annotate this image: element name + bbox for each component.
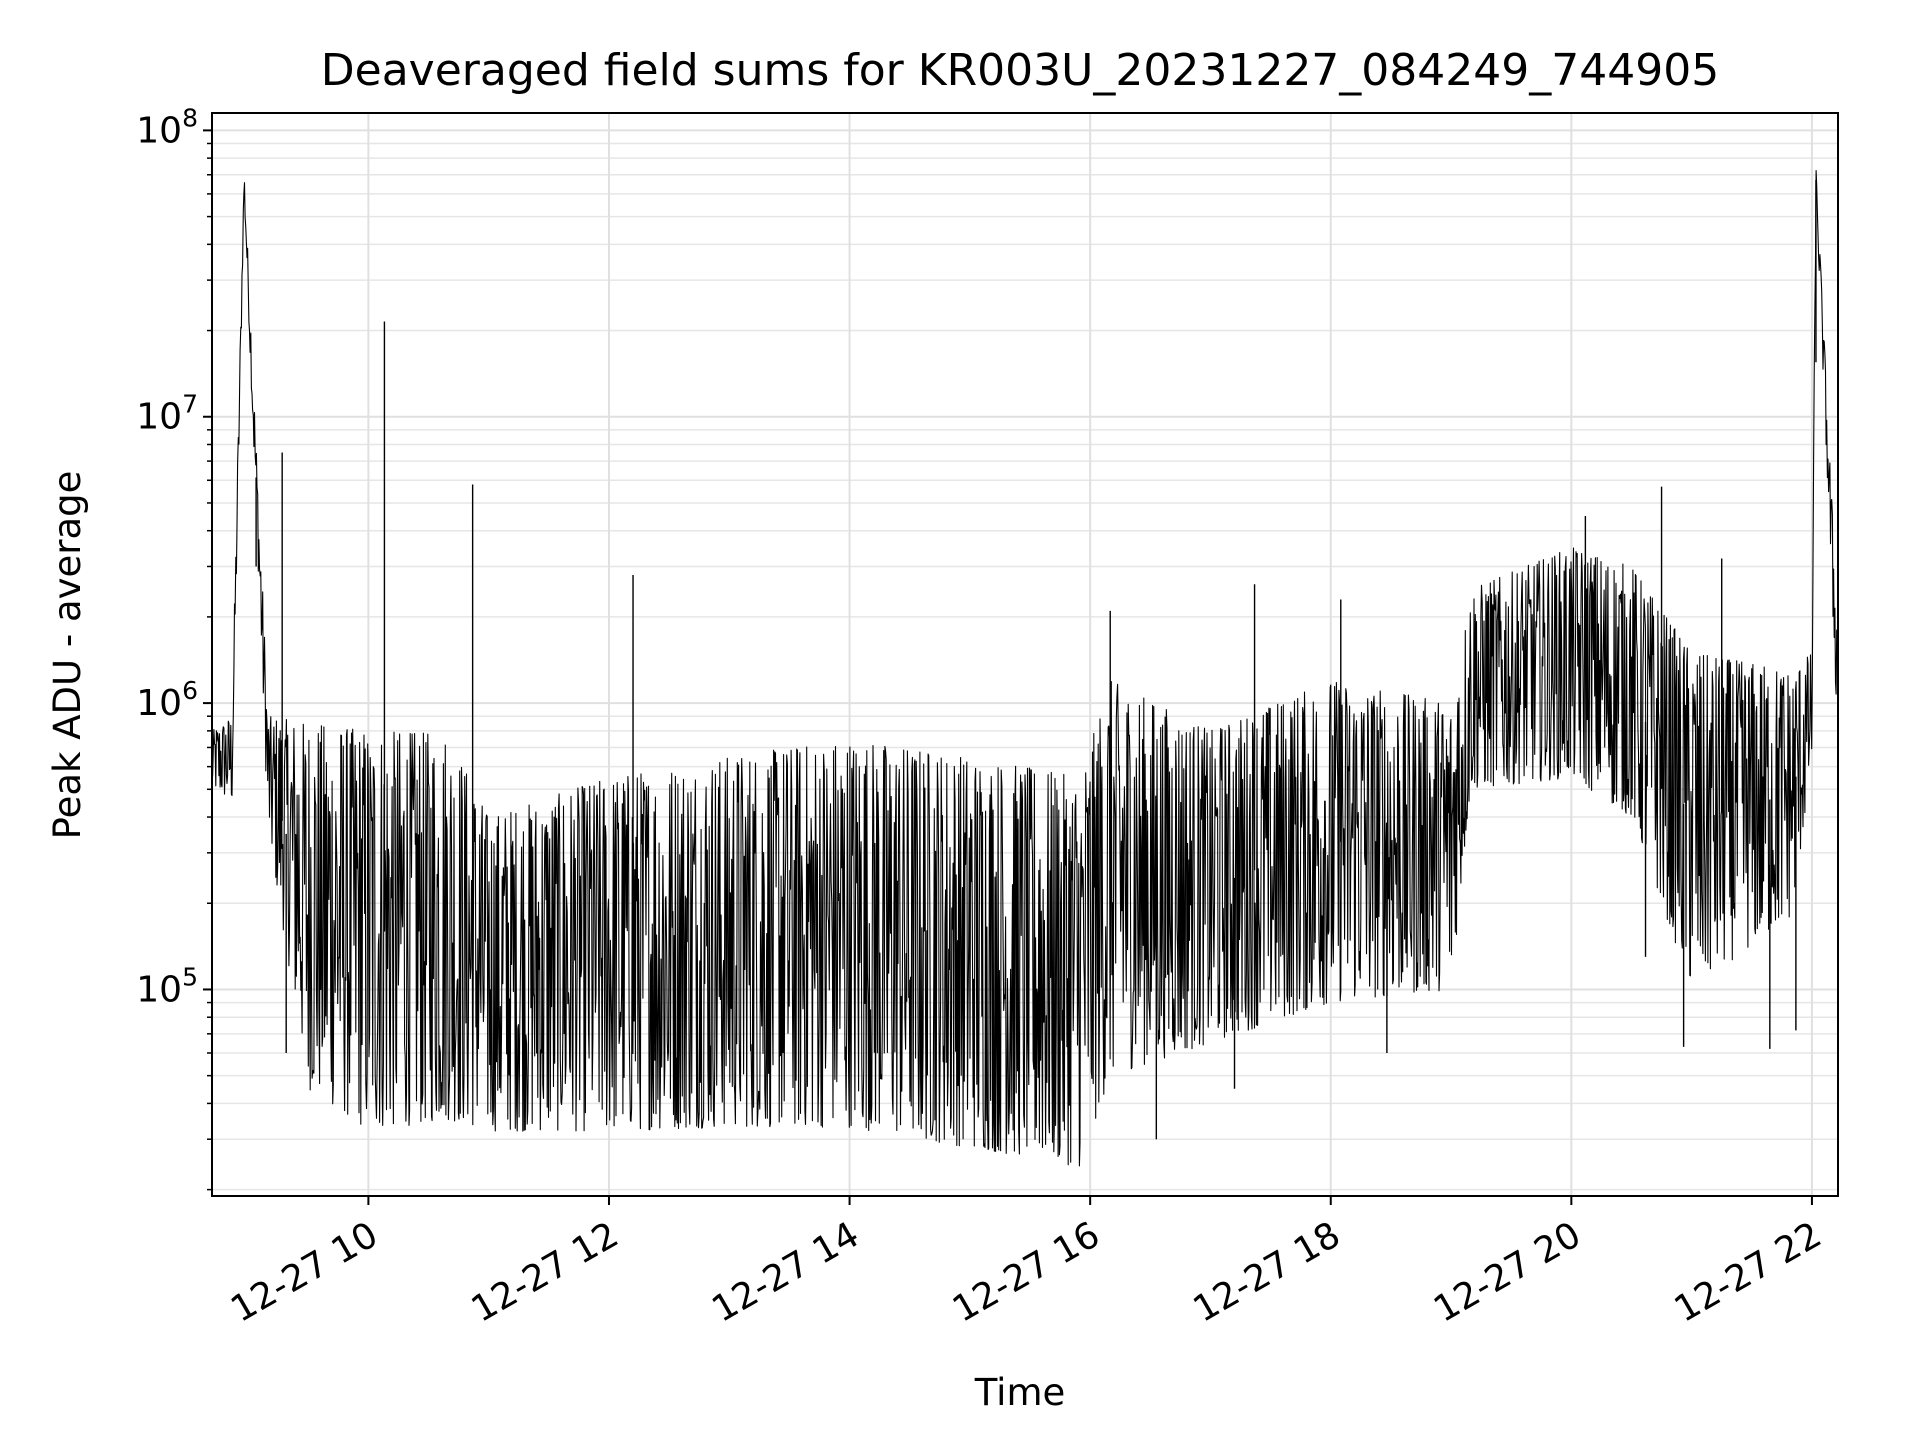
- y-axis-label: Peak ADU - average: [46, 471, 89, 840]
- chart-title: Deaveraged field sums for KR003U_2023122…: [321, 45, 1719, 96]
- series-layer: [211, 170, 1839, 1167]
- x-axis-label: Time: [974, 1371, 1066, 1414]
- plot-area-frame: [211, 112, 1839, 1197]
- series-line: [211, 170, 1839, 1167]
- y-tick-label: 107: [136, 390, 198, 438]
